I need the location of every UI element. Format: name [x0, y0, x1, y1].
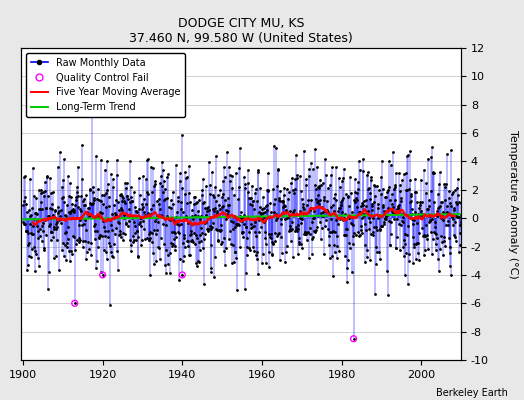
Point — [99, 272, 107, 278]
Point — [71, 300, 79, 306]
Y-axis label: Temperature Anomaly (°C): Temperature Anomaly (°C) — [508, 130, 518, 278]
Title: DODGE CITY MU, KS
37.460 N, 99.580 W (United States): DODGE CITY MU, KS 37.460 N, 99.580 W (Un… — [129, 18, 353, 46]
Text: Berkeley Earth: Berkeley Earth — [436, 388, 508, 398]
Point — [178, 272, 187, 278]
Point — [350, 336, 358, 342]
Legend: Raw Monthly Data, Quality Control Fail, Five Year Moving Average, Long-Term Tren: Raw Monthly Data, Quality Control Fail, … — [26, 53, 185, 117]
